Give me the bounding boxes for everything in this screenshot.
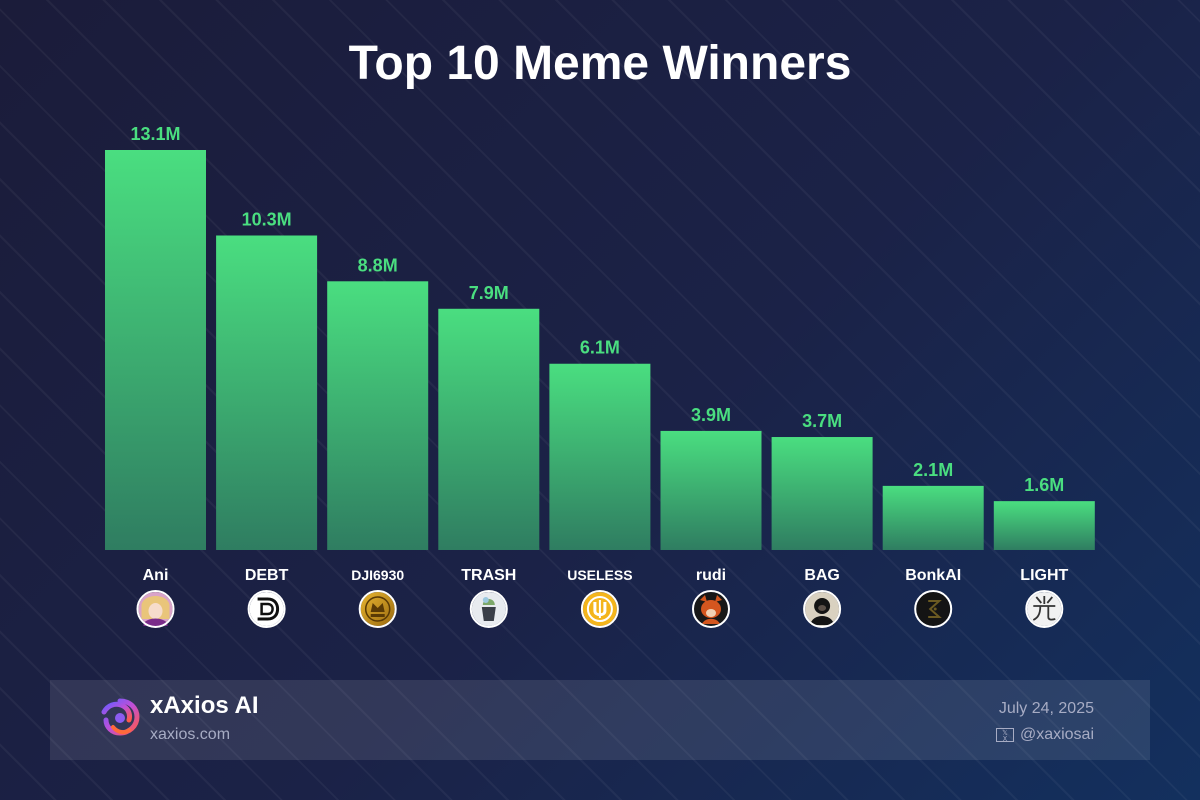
category-label: BAG [804, 567, 840, 584]
category-label: TRASH [461, 567, 516, 584]
bar-chart: 13.1M 10.3M 8.8M 7.9M 6.1M 3.9M 3.7M 2.1M 1.6M A… [105, 124, 1095, 628]
value-label: 13.1M [130, 124, 180, 144]
value-label: 7.9M [469, 283, 509, 303]
bar-useless [549, 363, 651, 550]
category-label: DJI6930 [351, 567, 404, 583]
bar-trash [438, 308, 540, 550]
gorilla-avatar-icon [803, 590, 842, 628]
value-label: 1.6M [1024, 475, 1064, 495]
debt-d-logo-icon [247, 590, 286, 628]
light-kanji-icon [1025, 590, 1064, 628]
social-handle[interactable]: @xaxiosai [1019, 726, 1094, 743]
chart-title: Top 10 Meme Winners [348, 37, 852, 90]
bar-light [993, 501, 1095, 550]
bonkai-logo-icon [914, 590, 953, 628]
category-label: USELESS [567, 567, 632, 583]
value-label: 3.7M [802, 411, 842, 431]
brand-name: xAxios AI [150, 692, 259, 719]
category-label: DEBT [245, 567, 289, 584]
value-label: 8.8M [358, 255, 398, 275]
trash-can-icon [469, 590, 508, 628]
bar-dji6930 [327, 281, 429, 550]
value-label: 10.3M [242, 209, 292, 229]
value-label: 3.9M [691, 405, 731, 425]
anime-girl-avatar-icon [136, 590, 175, 628]
brand-url[interactable]: xaxios.com [150, 726, 231, 743]
bar-bonkai [882, 485, 984, 550]
value-label: 2.1M [913, 460, 953, 480]
category-label: BonkAI [905, 567, 961, 584]
value-label: 6.1M [580, 338, 620, 358]
category-label: rudi [696, 567, 726, 584]
bar-bag [771, 437, 873, 550]
xaxios-logo-icon [101, 698, 140, 736]
category-label: LIGHT [1020, 567, 1068, 584]
red-panda-avatar-icon [692, 590, 730, 628]
bar-ani [105, 150, 206, 550]
bar-rudi [660, 430, 762, 550]
useless-u-coin-icon [580, 590, 619, 628]
category-label: Ani [143, 567, 169, 584]
report-date: July 24, 2025 [998, 700, 1094, 717]
gold-coin-icon [358, 590, 397, 628]
bar-debt [216, 235, 318, 550]
